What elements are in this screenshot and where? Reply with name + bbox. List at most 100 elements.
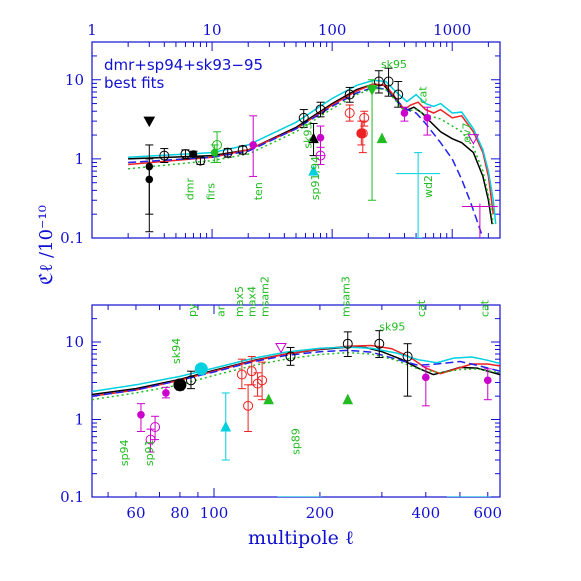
experiment-label: py bbox=[186, 303, 199, 317]
x-tick-label: 400 bbox=[411, 504, 440, 522]
marker-open-circle bbox=[315, 104, 326, 115]
x-tick-label-top: 1000 bbox=[433, 21, 471, 39]
marker-open-circle bbox=[315, 150, 326, 161]
data-point bbox=[150, 415, 161, 441]
data-point bbox=[161, 386, 170, 399]
data-point bbox=[236, 358, 247, 390]
data-point bbox=[298, 109, 309, 128]
data-point bbox=[344, 86, 355, 103]
experiment-label: cat bbox=[416, 86, 429, 104]
y-tick-label: 1 bbox=[74, 150, 84, 168]
model-curve bbox=[128, 83, 493, 225]
marker-open-circle bbox=[257, 375, 268, 386]
marker-filled-circle bbox=[249, 141, 257, 149]
marker-triangle-down bbox=[143, 116, 156, 128]
model-curve bbox=[128, 87, 495, 225]
marker-triangle bbox=[220, 420, 232, 432]
marker-filled-circle bbox=[316, 133, 325, 142]
data-point bbox=[373, 70, 384, 94]
experiment-label: cat bbox=[415, 299, 428, 317]
y-tick-label: 1 bbox=[74, 410, 84, 428]
marker-open-circle bbox=[180, 149, 191, 160]
data-point bbox=[383, 67, 394, 97]
experiment-label: msam3 bbox=[340, 276, 353, 317]
experiment-label: sp94 bbox=[118, 439, 131, 466]
marker-open-circle bbox=[222, 147, 233, 158]
data-point bbox=[210, 144, 219, 163]
data-point bbox=[308, 122, 319, 157]
experiment-label: max5 bbox=[233, 286, 246, 317]
experiment-label: sp91,94 bbox=[309, 156, 322, 200]
experiment-label: ten bbox=[252, 182, 265, 200]
experiment-label: dmr bbox=[183, 178, 196, 201]
marker-open-circle bbox=[393, 89, 404, 100]
data-point bbox=[159, 148, 170, 163]
experiment-label: ov7 bbox=[461, 122, 474, 142]
y-tick-label: 10 bbox=[65, 71, 84, 89]
data-point bbox=[467, 134, 480, 145]
data-point bbox=[194, 362, 208, 376]
marker-filled-circle bbox=[400, 109, 409, 117]
data-point bbox=[344, 104, 355, 122]
marker-open-circle bbox=[150, 422, 161, 433]
model-curve bbox=[92, 351, 500, 401]
data-point bbox=[237, 144, 248, 155]
marker-triangle bbox=[308, 165, 319, 176]
model-curve bbox=[128, 86, 484, 238]
marker-filled-circle bbox=[210, 148, 219, 157]
legend-text: dmr+sp94+sk93−95 bbox=[104, 56, 263, 74]
experiment-label: msam2 bbox=[259, 276, 272, 317]
marker-open-circle bbox=[383, 76, 394, 87]
experiment-label: wd2 bbox=[422, 175, 435, 198]
marker-filled-circle bbox=[483, 376, 492, 385]
data-point bbox=[423, 106, 432, 136]
data-point bbox=[136, 403, 145, 432]
data-point bbox=[342, 331, 353, 357]
data-point bbox=[421, 366, 430, 407]
marker-triangle bbox=[342, 393, 354, 405]
experiment-label: sp89 bbox=[290, 428, 303, 455]
data-point bbox=[402, 343, 413, 397]
data-point bbox=[249, 115, 258, 177]
marker-open-circle bbox=[298, 112, 309, 123]
data-point bbox=[173, 378, 187, 392]
data-point bbox=[180, 149, 191, 160]
data-point bbox=[356, 120, 367, 146]
marker-open-circle bbox=[185, 375, 196, 386]
x-tick-label: 200 bbox=[306, 504, 335, 522]
model-curve bbox=[92, 344, 500, 397]
data-point bbox=[222, 147, 233, 158]
experiment-label: sk95 bbox=[379, 321, 405, 334]
y-axis-label: ℭℓ /10⁻¹⁰ bbox=[36, 205, 57, 285]
y-tick-label: 0.1 bbox=[60, 488, 84, 506]
data-point bbox=[212, 131, 223, 163]
marker-triangle bbox=[376, 132, 388, 144]
marker-open-circle bbox=[359, 112, 370, 123]
marker-open-circle bbox=[373, 76, 384, 87]
data-point bbox=[315, 101, 326, 118]
data-point bbox=[400, 106, 409, 122]
marker-triangle bbox=[308, 132, 319, 144]
data-point bbox=[376, 132, 388, 144]
marker-open-circle bbox=[344, 108, 355, 119]
data-point bbox=[315, 146, 326, 165]
marker-open-circle bbox=[243, 400, 254, 411]
marker-open-circle bbox=[285, 351, 296, 362]
experiment-label: sk93 bbox=[301, 122, 314, 148]
marker-filled-circle bbox=[189, 150, 198, 158]
data-point bbox=[393, 81, 404, 108]
marker-open-circle bbox=[374, 338, 385, 349]
data-point bbox=[143, 116, 156, 128]
marker-triangle-down bbox=[366, 85, 378, 96]
marker-triangle-down bbox=[467, 134, 480, 145]
data-point bbox=[185, 370, 196, 390]
x-tick-label-top: 1 bbox=[87, 21, 97, 39]
marker-large-circle bbox=[173, 378, 187, 392]
marker-open-circle bbox=[342, 338, 353, 349]
marker-filled-circle bbox=[422, 373, 430, 382]
experiment-label: max4 bbox=[245, 286, 258, 317]
plot-frame bbox=[91, 304, 501, 498]
data-point bbox=[195, 155, 206, 166]
